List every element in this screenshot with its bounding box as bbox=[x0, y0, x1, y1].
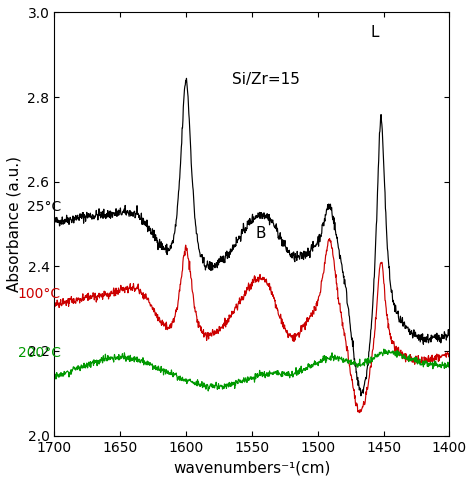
Text: 200°C: 200°C bbox=[18, 346, 61, 360]
Text: 100°C: 100°C bbox=[18, 287, 61, 301]
Text: L: L bbox=[371, 25, 379, 40]
Text: 25°C: 25°C bbox=[27, 200, 61, 214]
Y-axis label: Absorbance (a.u.): Absorbance (a.u.) bbox=[7, 156, 22, 292]
Text: Si/Zr=15: Si/Zr=15 bbox=[232, 72, 300, 87]
X-axis label: wavenumbers⁻¹(cm): wavenumbers⁻¹(cm) bbox=[173, 460, 330, 475]
Text: B: B bbox=[256, 226, 266, 241]
